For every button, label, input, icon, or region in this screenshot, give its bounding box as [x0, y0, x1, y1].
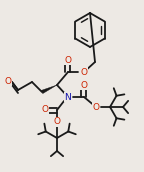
- Polygon shape: [41, 85, 57, 94]
- Text: O: O: [92, 103, 100, 111]
- Text: O: O: [41, 105, 49, 115]
- Text: O: O: [4, 77, 12, 85]
- Text: O: O: [80, 80, 88, 89]
- Text: O: O: [65, 56, 72, 64]
- Text: O: O: [54, 117, 60, 126]
- Text: N: N: [65, 93, 71, 101]
- Text: O: O: [80, 67, 88, 77]
